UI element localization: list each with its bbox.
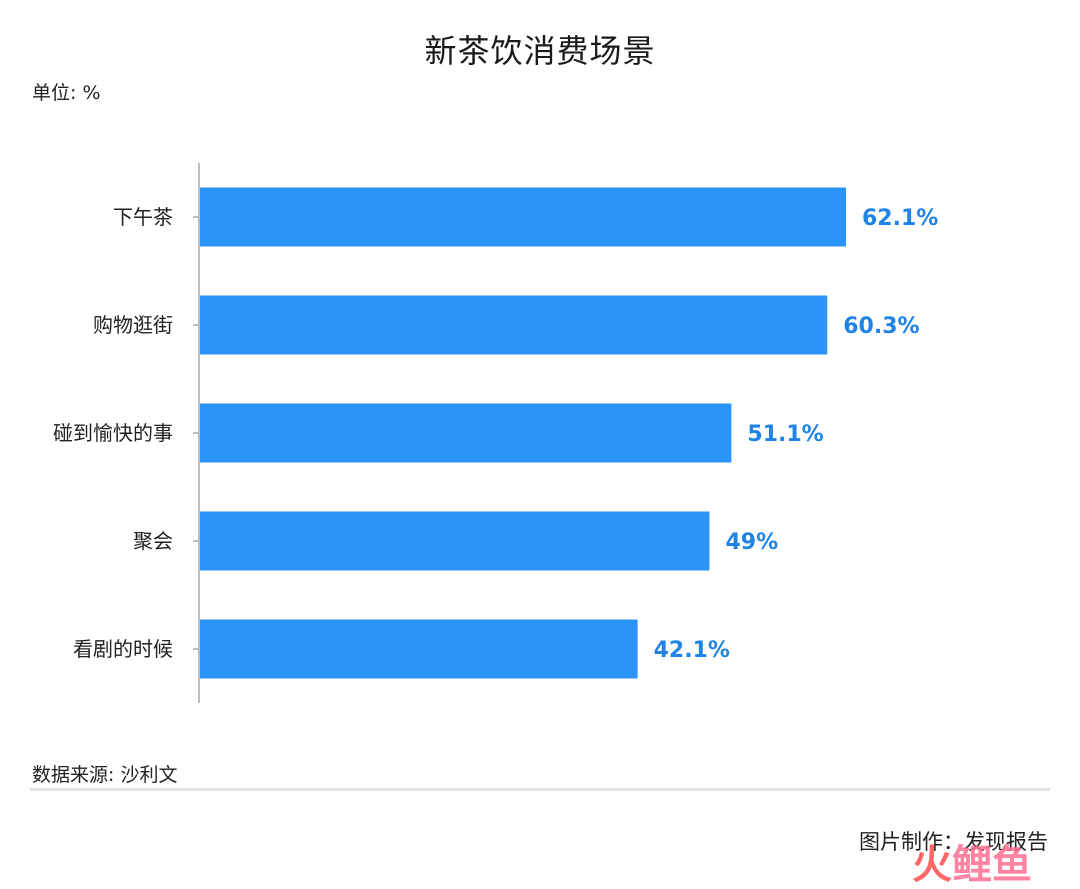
category-label: 下午茶: [113, 205, 173, 229]
category-label: 看剧的时候: [73, 637, 173, 661]
value-label: 62.1%: [862, 206, 938, 231]
unit-label: 单位: %: [32, 82, 101, 104]
category-label: 聚会: [133, 529, 173, 553]
footer-divider: [30, 788, 1050, 791]
value-label: 42.1%: [654, 638, 730, 663]
image-credit: 图片制作：发现报告: [859, 830, 1048, 854]
bar: [200, 403, 732, 463]
value-label: 51.1%: [747, 422, 823, 447]
value-label: 60.3%: [843, 314, 919, 339]
bar: [200, 619, 638, 679]
category-label: 购物逛街: [93, 313, 173, 337]
value-label: 49%: [726, 530, 779, 555]
bar-chart: 下午茶 62.1% 购物逛街 60.3% 碰到愉快的事 51.1% 聚会 49% 看剧的时候 42…: [53, 163, 938, 703]
chart-title: 新茶饮消费场景: [424, 32, 656, 70]
watermark-logo: 火鲤鱼: [912, 842, 1032, 886]
bar: [200, 187, 846, 247]
data-source: 数据来源: 沙利文: [32, 764, 178, 786]
svg-text:火鲤鱼: 火鲤鱼: [912, 842, 1032, 886]
bar: [200, 511, 710, 571]
bar: [200, 295, 828, 355]
category-label: 碰到愉快的事: [53, 421, 173, 445]
